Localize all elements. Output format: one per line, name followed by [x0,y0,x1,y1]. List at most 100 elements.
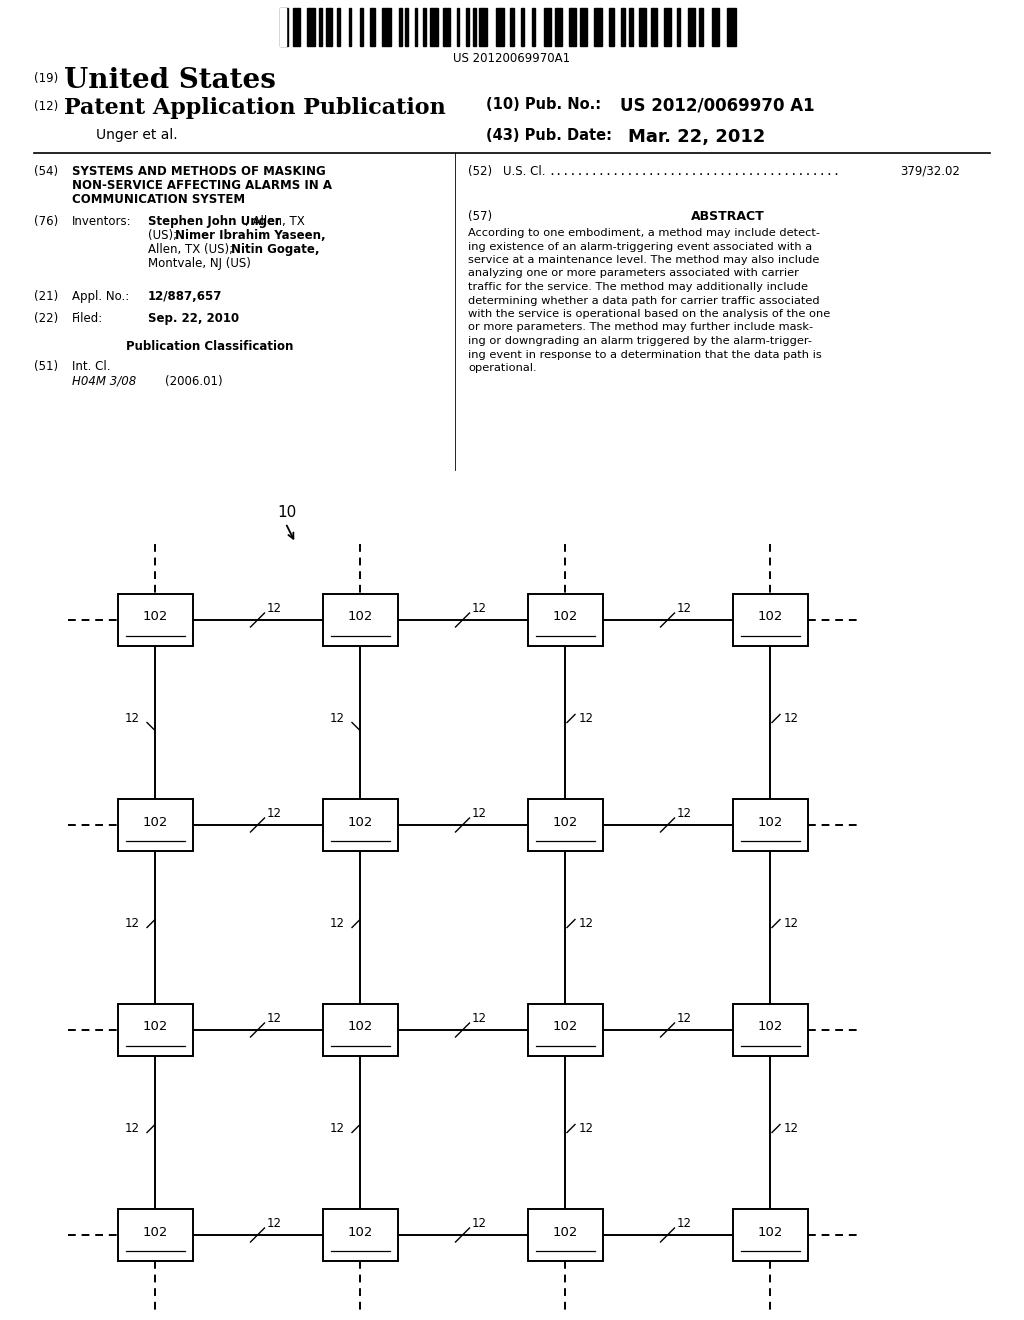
Bar [738,8,744,46]
Bar [727,8,735,46]
Text: traffic for the service. The method may additionally include: traffic for the service. The method may … [468,282,808,292]
Bar [609,8,613,46]
Text: 102: 102 [552,1020,578,1034]
Text: 12: 12 [579,711,594,725]
Text: Inventors:: Inventors: [72,215,132,228]
Bar [118,1209,193,1261]
Bar [629,8,633,46]
Bar [359,8,362,46]
Text: US 20120069970A1: US 20120069970A1 [454,51,570,65]
Text: 102: 102 [552,610,578,623]
Text: US 2012/0069970 A1: US 2012/0069970 A1 [620,96,815,115]
Bar [323,799,397,851]
Text: 12: 12 [471,807,486,820]
Text: 102: 102 [347,1225,373,1238]
Bar [430,8,438,46]
Text: 102: 102 [347,610,373,623]
Text: (43) Pub. Date:: (43) Pub. Date: [486,128,612,143]
Bar [423,8,426,46]
Text: Allen, TX (US);: Allen, TX (US); [148,243,237,256]
Text: Unger et al.: Unger et al. [96,128,177,143]
Text: Filed:: Filed: [72,312,103,325]
Bar [532,8,536,46]
Text: 12: 12 [471,1012,486,1026]
Text: 12: 12 [125,711,140,725]
Bar [732,594,808,645]
Text: 102: 102 [758,816,782,829]
Text: ing existence of an alarm-triggering event associated with a: ing existence of an alarm-triggering eve… [468,242,812,252]
Text: H04M 3/08: H04M 3/08 [72,375,136,388]
Text: 102: 102 [142,610,168,623]
Text: 12: 12 [330,711,345,725]
Text: 12: 12 [784,711,799,725]
Bar [580,8,587,46]
Bar [323,1005,397,1056]
Text: 102: 102 [347,1020,373,1034]
Text: 12/887,657: 12/887,657 [148,290,222,304]
Text: 12: 12 [125,917,140,931]
Text: 102: 102 [142,1225,168,1238]
Text: 10: 10 [278,506,297,520]
Bar [688,8,695,46]
Text: 12: 12 [677,807,691,820]
Bar [527,1209,602,1261]
Bar [457,8,460,46]
Bar [712,8,719,46]
Text: United States: United States [63,67,275,94]
Text: or more parameters. The method may further include mask-: or more parameters. The method may furth… [468,322,813,333]
Text: analyzing one or more parameters associated with carrier: analyzing one or more parameters associa… [468,268,799,279]
Text: ing event in response to a determination that the data path is: ing event in response to a determination… [468,350,821,359]
Text: 12: 12 [330,1122,345,1135]
Text: 12: 12 [266,1217,282,1230]
Bar [479,8,487,46]
Text: (52): (52) [468,165,493,178]
Text: 12: 12 [125,1122,140,1135]
Text: operational.: operational. [468,363,537,374]
Text: SYSTEMS AND METHODS OF MASKING: SYSTEMS AND METHODS OF MASKING [72,165,326,178]
Bar [319,8,323,46]
Text: 379/32.02: 379/32.02 [900,165,959,178]
Bar [568,8,575,46]
Text: Patent Application Publication: Patent Application Publication [63,96,445,119]
Text: NON-SERVICE AFFECTING ALARMS IN A: NON-SERVICE AFFECTING ALARMS IN A [72,180,332,191]
Text: (54): (54) [34,165,58,178]
Bar [665,8,671,46]
Bar [732,1005,808,1056]
Bar [677,8,680,46]
Bar [280,8,286,46]
Bar [527,799,602,851]
Text: 12: 12 [784,917,799,931]
Text: 102: 102 [142,816,168,829]
Bar [415,8,418,46]
Text: (10) Pub. No.:: (10) Pub. No.: [486,96,601,112]
Text: (19): (19) [34,73,58,84]
Text: determining whether a data path for carrier traffic associated: determining whether a data path for carr… [468,296,819,305]
Text: Appl. No.:: Appl. No.: [72,290,129,304]
Text: (US);: (US); [148,228,181,242]
Bar [293,8,300,46]
Bar [544,8,551,46]
Text: .........................................: ........................................… [548,165,840,178]
Bar [118,1005,193,1056]
Bar [399,8,402,46]
Bar [323,1209,397,1261]
Text: 12: 12 [471,1217,486,1230]
Text: 12: 12 [330,917,345,931]
Text: Publication Classification: Publication Classification [126,341,294,352]
Bar [306,8,315,46]
Text: U.S. Cl.: U.S. Cl. [503,165,546,178]
Bar [338,8,340,46]
Text: (21): (21) [34,290,58,304]
Text: (51): (51) [34,360,58,374]
Bar [732,1209,808,1261]
Text: with the service is operational based on the analysis of the one: with the service is operational based on… [468,309,830,319]
Bar [327,8,332,46]
Text: 102: 102 [552,816,578,829]
Bar [118,799,193,851]
Bar [496,8,504,46]
Bar [621,8,625,46]
Text: 12: 12 [266,602,282,615]
Text: 12: 12 [677,602,691,615]
Bar [527,1005,602,1056]
Text: 102: 102 [758,610,782,623]
